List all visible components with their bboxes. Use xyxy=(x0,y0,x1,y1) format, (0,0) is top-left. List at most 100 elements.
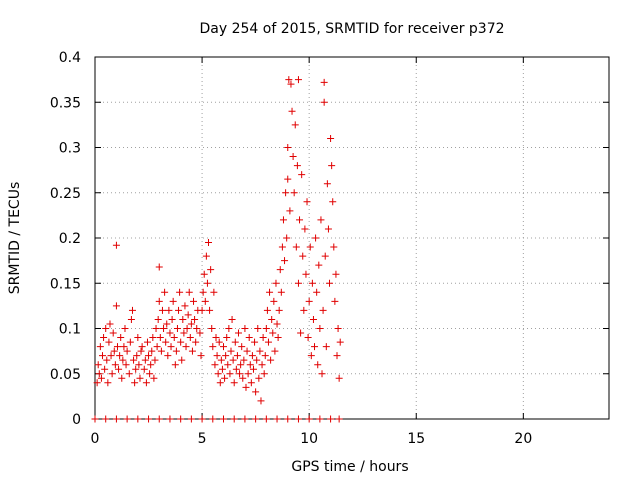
data-point xyxy=(282,189,290,197)
data-point xyxy=(157,347,165,355)
data-point xyxy=(131,379,139,387)
data-point xyxy=(134,415,142,423)
data-point xyxy=(292,243,300,251)
chart-title: Day 254 of 2015, SRMTID for receiver p37… xyxy=(199,21,504,37)
data-point xyxy=(216,379,224,387)
data-point xyxy=(132,365,140,373)
data-point xyxy=(148,347,156,355)
data-point xyxy=(198,415,206,423)
data-point xyxy=(180,329,188,337)
data-point xyxy=(186,334,194,342)
data-point xyxy=(274,334,282,342)
data-point xyxy=(290,189,298,197)
data-point xyxy=(218,365,226,373)
data-point xyxy=(153,343,161,351)
data-point xyxy=(276,266,284,274)
y-tick-label: 0.3 xyxy=(59,141,81,157)
data-point xyxy=(273,415,281,423)
data-point xyxy=(298,171,306,179)
y-tick-label: 0.05 xyxy=(50,367,81,383)
data-point xyxy=(253,356,261,364)
data-point xyxy=(209,343,217,351)
data-point xyxy=(270,297,278,305)
data-point xyxy=(173,325,181,332)
data-point xyxy=(326,279,334,287)
data-point xyxy=(305,297,313,305)
data-point xyxy=(296,216,304,224)
data-point xyxy=(271,347,279,355)
data-point xyxy=(202,252,210,260)
data-point xyxy=(150,374,158,382)
data-point xyxy=(234,329,242,337)
data-point xyxy=(331,297,339,305)
data-point xyxy=(101,365,109,373)
data-point xyxy=(95,370,103,378)
data-point xyxy=(222,352,230,360)
data-point xyxy=(143,338,151,346)
data-point xyxy=(320,98,328,106)
data-point xyxy=(98,352,106,360)
grid-lines xyxy=(95,57,609,419)
data-point xyxy=(289,153,297,161)
data-point xyxy=(239,374,247,382)
data-point xyxy=(177,338,185,346)
data-point xyxy=(106,320,114,328)
data-point xyxy=(249,365,257,373)
data-point xyxy=(227,347,235,355)
data-point xyxy=(196,329,204,337)
data-point xyxy=(284,175,292,183)
data-point xyxy=(330,243,338,251)
data-point xyxy=(294,415,302,423)
data-point xyxy=(127,315,135,323)
x-tick-label: 0 xyxy=(91,431,100,447)
data-point xyxy=(286,207,294,215)
data-point xyxy=(327,134,335,142)
data-point xyxy=(201,297,209,305)
data-point xyxy=(136,374,144,382)
data-point xyxy=(209,415,217,423)
data-point xyxy=(262,325,270,332)
data-point xyxy=(183,325,191,332)
y-tick-label: 0.4 xyxy=(59,50,81,66)
data-point xyxy=(233,352,241,360)
data-point xyxy=(225,325,233,332)
data-point xyxy=(247,379,255,387)
data-point xyxy=(149,334,157,342)
data-point xyxy=(321,252,329,260)
data-point xyxy=(283,234,291,242)
data-point xyxy=(268,315,276,323)
data-point xyxy=(335,374,343,382)
data-point xyxy=(212,334,220,342)
data-point xyxy=(118,374,126,382)
data-point xyxy=(110,347,118,355)
data-point xyxy=(155,263,163,271)
data-point xyxy=(155,297,163,305)
data-point xyxy=(281,257,289,265)
axis-ticks: 0 5 10 15 20 0 0.05 0.1 0.15 0.2 0.25 0.3 0.35 0.4 xyxy=(50,50,609,447)
data-point xyxy=(112,241,120,249)
data-point xyxy=(147,361,155,369)
data-point xyxy=(229,356,237,364)
data-point xyxy=(294,279,302,287)
data-point xyxy=(272,279,280,287)
data-point xyxy=(156,334,164,342)
data-point xyxy=(329,198,337,206)
data-point xyxy=(154,315,162,323)
y-tick-label: 0.1 xyxy=(59,322,81,338)
data-point xyxy=(112,302,120,310)
data-point xyxy=(164,352,172,360)
data-point xyxy=(208,325,216,332)
data-point xyxy=(214,370,222,378)
data-point xyxy=(151,356,159,364)
data-point xyxy=(134,334,142,342)
data-point xyxy=(221,374,229,382)
data-point xyxy=(184,311,192,319)
data-point xyxy=(199,288,207,296)
data-point xyxy=(166,415,174,423)
data-point xyxy=(102,325,110,332)
data-point xyxy=(323,180,331,188)
data-point xyxy=(140,365,148,373)
data-point xyxy=(256,347,264,355)
data-point xyxy=(197,352,205,360)
data-point xyxy=(211,361,219,369)
